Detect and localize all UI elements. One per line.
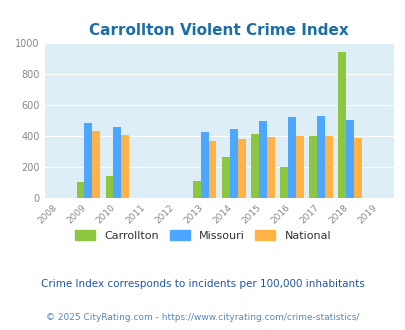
Bar	[222, 157, 229, 198]
Bar	[337, 52, 345, 198]
Bar	[287, 117, 295, 198]
Bar	[113, 127, 121, 198]
Bar	[345, 120, 353, 198]
Bar	[309, 136, 316, 198]
Bar	[353, 138, 361, 198]
Legend: Carrollton, Missouri, National: Carrollton, Missouri, National	[70, 226, 335, 245]
Bar	[258, 121, 266, 198]
Bar	[266, 137, 274, 198]
Bar	[250, 134, 258, 198]
Title: Carrollton Violent Crime Index: Carrollton Violent Crime Index	[89, 22, 348, 38]
Bar	[121, 135, 129, 198]
Text: © 2025 CityRating.com - https://www.cityrating.com/crime-statistics/: © 2025 CityRating.com - https://www.city…	[46, 313, 359, 322]
Bar	[208, 141, 216, 198]
Bar	[84, 123, 92, 198]
Bar	[192, 181, 200, 198]
Bar	[237, 139, 245, 198]
Bar	[200, 132, 208, 198]
Text: Crime Index corresponds to incidents per 100,000 inhabitants: Crime Index corresponds to incidents per…	[41, 279, 364, 289]
Bar	[279, 167, 287, 198]
Bar	[295, 136, 303, 198]
Bar	[324, 136, 332, 198]
Bar	[229, 129, 237, 198]
Bar	[105, 176, 113, 198]
Bar	[316, 116, 324, 198]
Bar	[76, 182, 84, 198]
Bar	[92, 131, 100, 198]
